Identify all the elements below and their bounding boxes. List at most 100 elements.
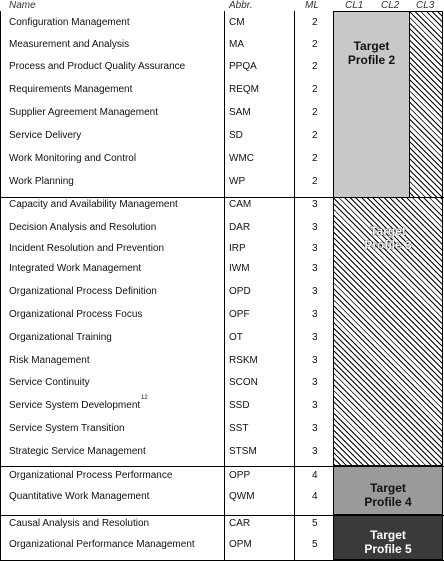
maturity-level: 3 — [312, 243, 318, 254]
maturity-level: 3 — [312, 446, 318, 457]
process-area-abbr: SD — [229, 130, 243, 141]
process-area-abbr: SST — [229, 423, 249, 434]
process-area-abbr: OPM — [229, 539, 252, 550]
profile-3-label-line1: Target — [370, 224, 406, 238]
process-area-abbr: OPP — [229, 470, 251, 481]
process-area-name: Incident Resolution and Prevention — [9, 243, 165, 254]
maturity-level: 2 — [312, 176, 318, 187]
process-area-name: Causal Analysis and Resolution — [9, 518, 150, 529]
process-area-name: Configuration Management — [9, 17, 130, 28]
process-area-name: Strategic Service Management — [9, 446, 146, 457]
maturity-level: 2 — [312, 61, 318, 72]
process-area-abbr: MA — [229, 39, 244, 50]
process-area-abbr: OPF — [229, 309, 250, 320]
left-border — [0, 11, 1, 560]
maturity-level: 3 — [312, 222, 318, 233]
header-ml: ML — [305, 0, 319, 11]
maturity-level: 4 — [312, 491, 318, 502]
process-area-name: Service Delivery — [9, 130, 82, 141]
maturity-level: 3 — [312, 332, 318, 343]
profile-3-label-line2: Profile 3 — [364, 238, 412, 252]
process-area-abbr: WP — [229, 176, 246, 187]
profile-4-label: Target Profile 4 — [333, 481, 443, 509]
maturity-level: 4 — [312, 470, 318, 481]
maturity-level: 2 — [312, 130, 318, 141]
process-area-abbr: WMC — [229, 153, 254, 164]
process-area-abbr: DAR — [229, 222, 251, 233]
process-area-abbr: STSM — [229, 446, 257, 457]
process-area-name: Organizational Training — [9, 332, 112, 343]
profile-4-label-line2: Profile 4 — [364, 495, 412, 509]
header-abbr: Abbr. — [229, 0, 253, 11]
process-area-name: Capacity and Availability Management — [9, 199, 178, 210]
maturity-level: 3 — [312, 377, 318, 388]
process-area-name: Service System Transition — [9, 423, 125, 434]
process-area-abbr: QWM — [229, 491, 255, 502]
process-area-name: Measurement and Analysis — [9, 39, 130, 50]
process-area-abbr: CAR — [229, 518, 251, 529]
process-area-name: Service System Development — [9, 400, 141, 411]
process-area-abbr: REQM — [229, 84, 259, 95]
profile-2-label-line2: Profile 2 — [347, 53, 396, 67]
process-area-abbr: OPD — [229, 286, 251, 297]
profile-4-label-line1: Target — [370, 481, 406, 495]
profile-5-label-line1: Target — [370, 528, 406, 542]
maturity-level: 3 — [312, 355, 318, 366]
process-area-name: Integrated Work Management — [9, 263, 142, 274]
process-area-abbr: RSKM — [229, 355, 258, 366]
group-divider-1 — [0, 197, 444, 198]
group-divider-2 — [0, 466, 444, 467]
profile-5-label: Target Profile 5 — [333, 528, 443, 556]
maturity-level: 3 — [312, 286, 318, 297]
maturity-level: 2 — [312, 153, 318, 164]
process-area-abbr: SSD — [229, 400, 250, 411]
maturity-level: 2 — [312, 17, 318, 28]
group-divider-3 — [0, 515, 444, 516]
header-cl1: CL1 — [345, 0, 364, 11]
profile-4-block — [333, 466, 443, 515]
process-area-name: Supplier Agreement Management — [9, 107, 158, 118]
process-area-name: Decision Analysis and Resolution — [9, 222, 157, 233]
process-area-abbr: SAM — [229, 107, 251, 118]
profile-5-label-line2: Profile 5 — [364, 542, 412, 556]
profile-2-block — [333, 11, 410, 198]
maturity-level: 2 — [312, 84, 318, 95]
maturity-level: 2 — [312, 39, 318, 50]
process-area-name: Organizational Performance Management — [9, 539, 195, 550]
process-area-name: Work Planning — [9, 176, 74, 187]
process-area-abbr: CM — [229, 17, 245, 28]
process-area-abbr: IRP — [229, 243, 246, 254]
maturity-level: 5 — [312, 539, 318, 550]
maturity-level: 5 — [312, 518, 318, 529]
process-area-name: Process and Product Quality Assurance — [9, 61, 186, 72]
cl-divider — [333, 11, 334, 560]
process-area-abbr: IWM — [229, 263, 250, 274]
process-area-abbr: CAM — [229, 199, 252, 210]
process-area-name: Quantitative Work Management — [9, 491, 150, 502]
header-cl2: CL2 — [381, 0, 400, 11]
process-area-name: Work Monitoring and Control — [9, 153, 137, 164]
maturity-level: 2 — [312, 107, 318, 118]
header-name: Name — [9, 0, 36, 11]
header-cl3: CL3 — [416, 0, 435, 11]
process-area-name: Organizational Process Focus — [9, 309, 143, 320]
maturity-level: 3 — [312, 199, 318, 210]
process-area-name: Risk Management — [9, 355, 90, 366]
abbr-divider — [224, 11, 225, 560]
profile-2-label: Target Profile 2 — [333, 39, 410, 67]
process-area-abbr: PPQA — [229, 61, 257, 72]
profile-2-label-line1: Target — [353, 39, 390, 53]
maturity-level: 3 — [312, 263, 318, 274]
maturity-level: 3 — [312, 400, 318, 411]
maturity-level: 3 — [312, 309, 318, 320]
profile-3-label: Target Profile 3 — [333, 224, 443, 252]
ml-divider — [294, 11, 295, 560]
process-area-abbr: OT — [229, 332, 243, 343]
process-area-name: Organizational Process Definition — [9, 286, 157, 297]
process-area-name: Organizational Process Performance — [9, 470, 173, 481]
maturity-level: 3 — [312, 423, 318, 434]
process-area-name: Requirements Management — [9, 84, 133, 95]
process-area-abbr: SCON — [229, 377, 258, 388]
process-area-name: Service Continuity — [9, 377, 90, 388]
